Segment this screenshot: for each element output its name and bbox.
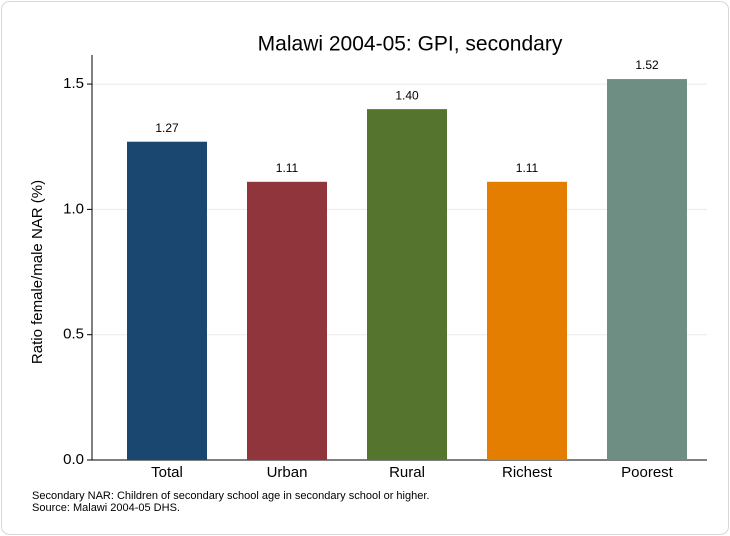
data-label: 1.27 [155,121,179,135]
data-label: 1.40 [395,88,419,102]
x-tick-label: Poorest [621,464,674,481]
data-label: 1.11 [276,161,299,175]
note: Secondary NAR: Children of secondary sch… [32,490,429,502]
data-label: 1.52 [635,58,659,72]
bar [127,141,207,461]
x-tick-label: Urban [267,464,308,481]
bar [247,181,327,460]
bar [487,181,567,460]
data-label: 1.11 [516,161,539,175]
y-tick-label: 1.5 [63,75,84,92]
note: Source: Malawi 2004-05 DHS. [32,502,180,514]
chart-title: Malawi 2004-05: GPI, secondary [258,33,563,56]
y-tick-label: 0.5 [63,326,84,343]
y-axis-label: Ratio female/male NAR (%) [29,180,46,364]
x-tick-label: Rural [389,464,425,481]
bar [607,79,687,461]
x-tick-label: Total [151,464,183,481]
y-tick-label: 0.0 [63,451,84,468]
bar [367,109,447,460]
y-tick-label: 1.0 [63,200,84,217]
x-tick-label: Richest [502,464,553,481]
